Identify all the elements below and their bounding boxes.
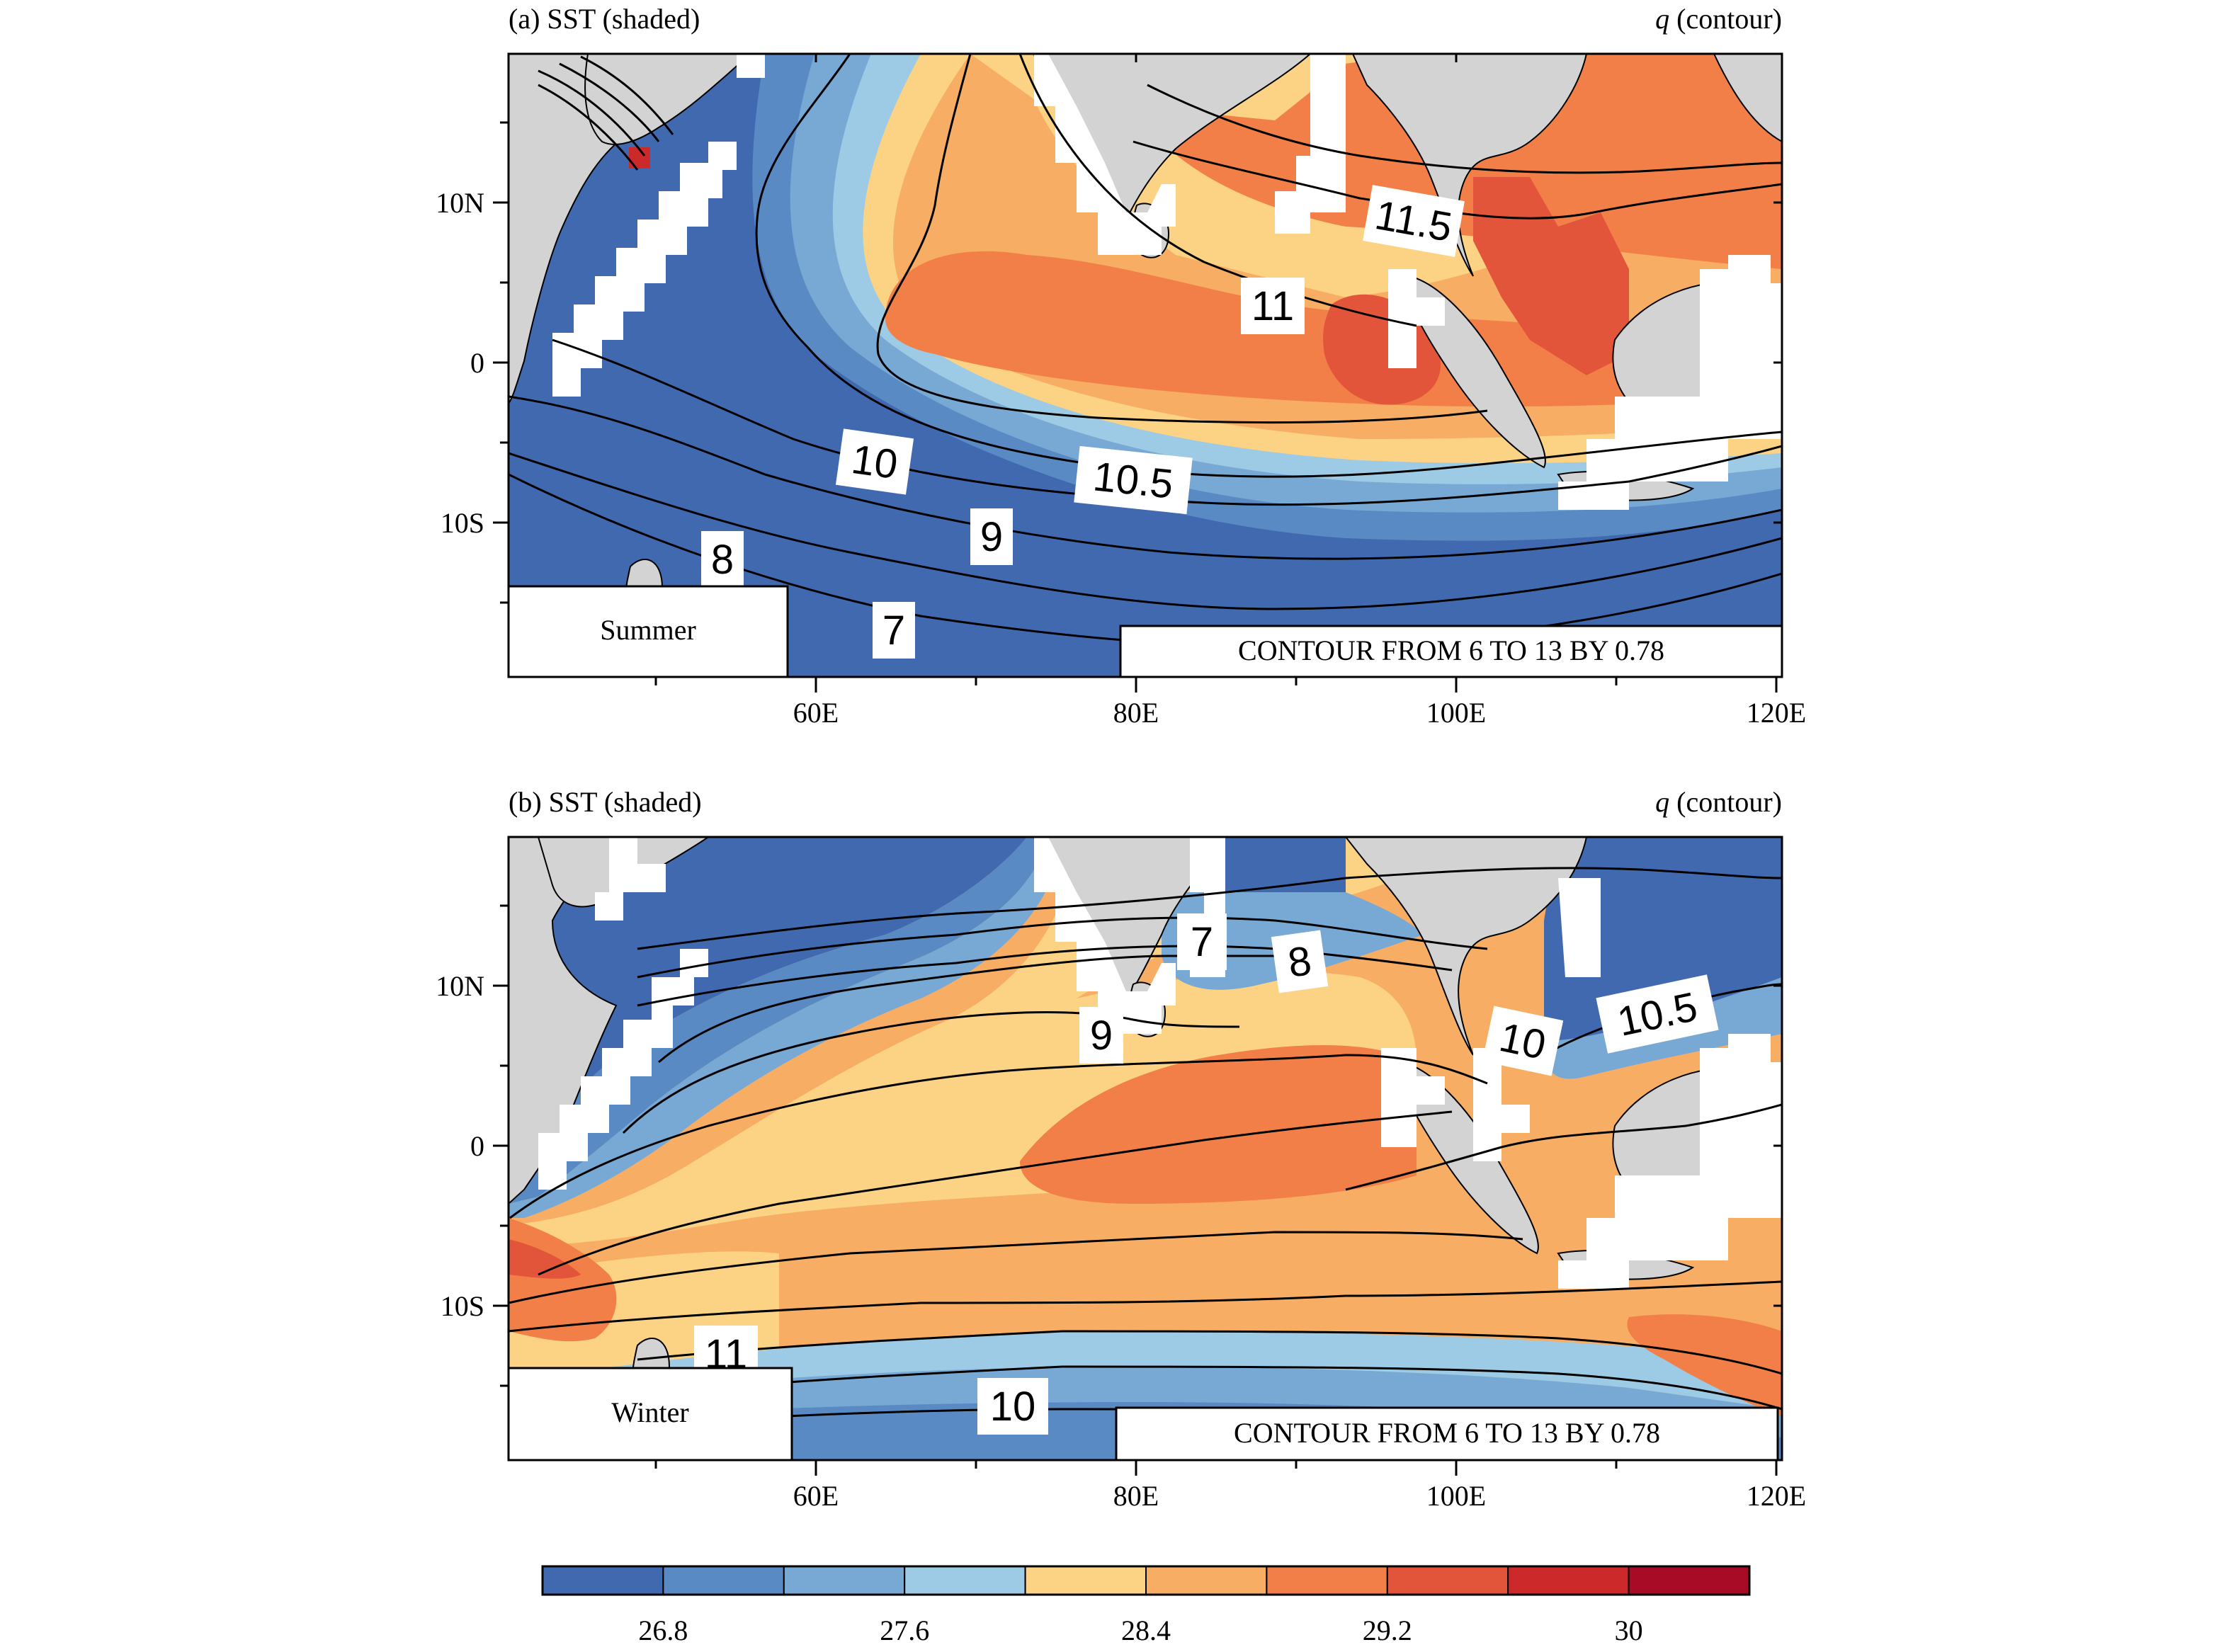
contour-label: 11.5: [1363, 185, 1465, 257]
contour-label: 9: [970, 508, 1013, 565]
season-label: Summer: [600, 614, 696, 646]
svg-text:7: 7: [882, 608, 905, 654]
x-tick-80e: 80E: [1113, 1480, 1159, 1512]
colorbar: 26.8 27.6 28.4 29.2 30: [541, 1565, 1751, 1646]
panel-a-map: [509, 54, 1782, 677]
sst-mid-blue-north-b: [509, 837, 1048, 1204]
contour-label: 7: [1177, 913, 1227, 970]
contour-label: 10.5: [1596, 974, 1719, 1054]
panel-summer: (a) SST (shaded) q (contour): [436, 3, 1806, 729]
x-tick-60e: 60E: [793, 1480, 839, 1512]
contour-label: 7: [873, 602, 915, 659]
x-tick-120e: 120E: [1747, 697, 1806, 729]
contour-label: 8: [701, 531, 744, 588]
colorbar-cell: [783, 1566, 906, 1595]
season-box: Winter: [507, 1367, 793, 1462]
season-label: Winter: [611, 1396, 688, 1428]
y-tick-0: 0: [470, 347, 484, 379]
panel-b-ticks: [493, 904, 1782, 1476]
contour-label: 8: [1271, 930, 1329, 993]
panel-a-ticks: [493, 54, 1782, 693]
panel-a-title: (a) SST (shaded): [509, 3, 700, 35]
y-tick-0: 0: [470, 1130, 484, 1162]
colorbar-label: 26.8: [638, 1614, 688, 1646]
season-box: Summer: [507, 585, 789, 678]
colorbar-cell: [662, 1566, 785, 1595]
y-tick-10n: 10N: [436, 187, 484, 219]
svg-text:10: 10: [848, 436, 900, 488]
svg-text:10.5: 10.5: [1091, 453, 1175, 507]
colorbar-cell: [1266, 1566, 1388, 1595]
y-tick-10s: 10S: [441, 1290, 484, 1322]
x-tick-100e: 100E: [1426, 697, 1486, 729]
contour-label: 9: [1079, 1007, 1123, 1064]
sst-light-blue-north-b: [509, 837, 1062, 1218]
contour-label: 11: [1241, 278, 1305, 334]
sst-red-orange-east: [1473, 177, 1629, 375]
colorbar-cell: [1145, 1566, 1268, 1595]
sst-blue-east-b: [1544, 837, 1782, 1044]
colorbar-label: 28.4: [1121, 1614, 1171, 1646]
svg-text:11: 11: [1251, 283, 1294, 329]
panel-b-map: [509, 837, 1782, 1460]
y-tick-10n: 10N: [436, 970, 484, 1002]
sst-orange-southeast-b: [1627, 1314, 1782, 1416]
sst-red-orange-west-b: [509, 1239, 581, 1279]
sst-orange-b: [1020, 1045, 1417, 1204]
contour-info-box: CONTOUR FROM 6 TO 13 BY 0.78: [1115, 1406, 1779, 1462]
x-tick-80e: 80E: [1113, 697, 1159, 729]
colorbar-label: 27.6: [880, 1614, 929, 1646]
panel-b-title-right: q (contour): [1655, 786, 1782, 818]
panel-a-title-right: q (contour): [1655, 3, 1782, 35]
y-tick-10s: 10S: [441, 507, 484, 539]
svg-text:10: 10: [990, 1384, 1036, 1430]
colorbar-cell: [1628, 1566, 1751, 1595]
svg-text:8: 8: [711, 537, 734, 583]
colorbar-cell: [904, 1566, 1026, 1595]
panel-winter: (b) SST (shaded) q (contour): [436, 786, 1806, 1512]
x-tick-100e: 100E: [1426, 1480, 1486, 1512]
colorbar-label: 30: [1615, 1614, 1643, 1646]
contour-label: 10: [977, 1378, 1048, 1435]
contour-label: 10.5: [1074, 445, 1193, 515]
colorbar-frame: [541, 1565, 1751, 1596]
svg-text:10: 10: [1496, 1014, 1550, 1069]
contour-label: 10: [1482, 1006, 1564, 1076]
svg-text:9: 9: [980, 514, 1003, 560]
colorbar-cell: [542, 1566, 664, 1595]
colorbar-label: 29.2: [1363, 1614, 1412, 1646]
coast-white-mask-b: [538, 837, 1782, 1289]
contour-info-box: CONTOUR FROM 6 TO 13 BY 0.78: [1119, 625, 1783, 678]
coast-white-mask-a: [552, 54, 1782, 510]
contour-info-label: CONTOUR FROM 6 TO 13 BY 0.78: [1234, 1417, 1660, 1449]
svg-text:9: 9: [1090, 1013, 1113, 1059]
x-tick-120e: 120E: [1747, 1480, 1806, 1512]
colorbar-cell: [1386, 1566, 1509, 1595]
colorbar-cell: [1024, 1566, 1147, 1595]
contour-info-label: CONTOUR FROM 6 TO 13 BY 0.78: [1238, 634, 1664, 666]
svg-text:7: 7: [1191, 919, 1213, 965]
colorbar-cell: [1507, 1566, 1630, 1595]
contour-label: 10: [835, 428, 914, 495]
panel-b-title: (b) SST (shaded): [509, 786, 702, 818]
x-tick-60e: 60E: [793, 697, 839, 729]
land-sumatra-b: [1400, 1061, 1539, 1255]
